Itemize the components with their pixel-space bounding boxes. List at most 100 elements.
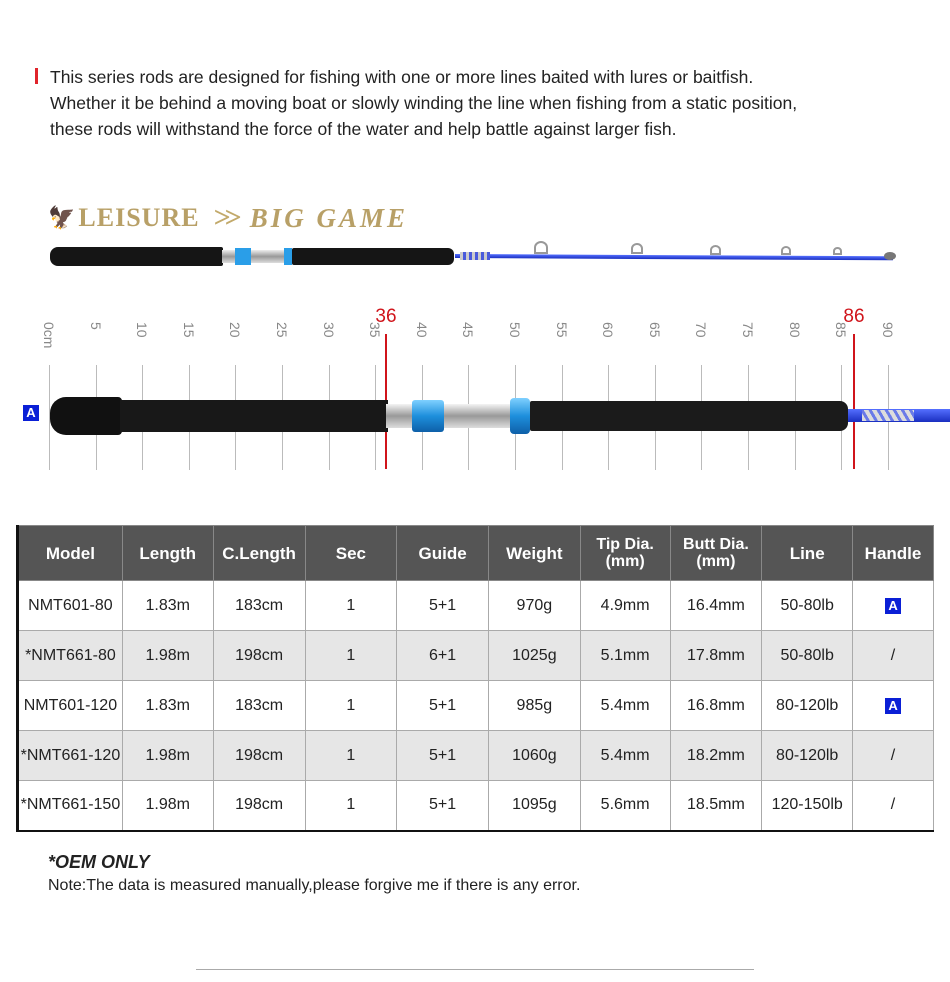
table-cell: 4.9mm (579, 580, 671, 631)
table-cell: 970g (487, 580, 581, 631)
table-cell: / (852, 780, 934, 831)
ruler-tick-label: 0cm (41, 322, 57, 349)
table-cell: 5.4mm (579, 730, 671, 781)
table-cell: 1 (304, 680, 398, 731)
table-cell: 5.4mm (579, 680, 671, 731)
table-cell: 120-150lb (761, 780, 854, 831)
table-row: *NMT661-80 1.98m 198cm 1 6+1 1025g 5.1mm 17.8mm… (17, 630, 934, 681)
ruler-tick-label: 25 (274, 322, 290, 338)
oem-only-label: *OEM ONLY (48, 852, 150, 872)
handle-type-badge: A (885, 697, 902, 714)
column-header: Butt Dia. (mm) (669, 525, 763, 581)
table-cell: 1 (304, 580, 398, 631)
table-cell: 1.98m (121, 780, 214, 831)
spec-table: Model Length C.Length Sec Guide Weight Tip Dia… (16, 525, 934, 832)
table-cell: 1.83m (121, 680, 214, 731)
table-cell: 18.2mm (669, 730, 763, 781)
table-cell: 16.4mm (669, 580, 763, 631)
handle-type-badge: A (23, 405, 39, 421)
double-chevron-icon: >> (213, 201, 242, 234)
ruler-tick-label: 20 (227, 322, 244, 338)
table-cell: 5+1 (396, 730, 489, 781)
ruler-tick-label: 40 (413, 322, 430, 338)
ruler-tick-label: 45 (460, 322, 477, 338)
table-cell: 5+1 (396, 780, 489, 831)
ruler-tick-label: 30 (320, 322, 337, 338)
table-cell: NMT601-80 (17, 580, 123, 631)
table-cell: 1.83m (121, 580, 214, 631)
table-cell: 1025g (487, 630, 581, 681)
red-accent-bar (35, 68, 38, 84)
table-cell: *NMT661-150 (17, 780, 123, 831)
ruler-tick-label: 10 (134, 322, 151, 338)
table-cell: 50-80lb (761, 580, 854, 631)
mark-line-86 (853, 334, 855, 469)
ruler-tick-label: 65 (646, 322, 663, 338)
table-cell: 5+1 (396, 580, 489, 631)
table-cell: 985g (487, 680, 581, 731)
table-row: *NMT661-150 1.98m 198cm 1 5+1 1095g 5.6mm 18.5m… (17, 780, 934, 831)
table-cell: / (852, 630, 934, 681)
table-row: NMT601-80 1.83m 183cm 1 5+1 970g 4.9mm 16.4mm 50… (17, 580, 934, 631)
table-cell: 50-80lb (761, 630, 854, 681)
table-cell: 17.8mm (669, 630, 763, 681)
column-header: Line (761, 525, 854, 581)
mark-label-86: 86 (843, 306, 865, 327)
table-cell: 5.1mm (579, 630, 671, 681)
ruler-tick-label: 80 (786, 322, 803, 338)
column-header: Guide (396, 525, 489, 581)
table-row: *NMT661-120 1.98m 198cm 1 5+1 1060g 5.4mm 18.2m… (17, 730, 934, 781)
ruler-tick-label: 70 (693, 322, 710, 338)
table-row: NMT601-120 1.83m 183cm 1 5+1 985g 5.4mm 16.8mm 8… (17, 680, 934, 731)
ruler-tick-label: 5 (87, 322, 104, 330)
column-header: Handle (852, 525, 934, 581)
ruler-tick-label: 60 (600, 322, 617, 338)
handle-type-badge: A (885, 597, 902, 614)
table-cell: A (852, 580, 934, 631)
intro-text: This series rods are designed for fishin… (50, 64, 797, 142)
table-cell: 16.8mm (669, 680, 763, 731)
table-cell: 18.5mm (669, 780, 763, 831)
table-cell: NMT601-120 (17, 680, 123, 731)
table-cell: 1 (304, 630, 398, 681)
table-cell: 6+1 (396, 630, 489, 681)
table-cell: 1095g (487, 780, 581, 831)
divider (196, 969, 754, 970)
mark-label-36: 36 (375, 306, 397, 327)
table-cell: 80-120lb (761, 680, 854, 731)
logo-series: BIG GAME (249, 202, 409, 233)
leisure-big-game-logo: 🦅 LEISURE >> BIG GAME (48, 198, 408, 238)
column-header: C.Length (212, 525, 306, 581)
table-cell: 198cm (212, 630, 306, 681)
table-cell: 1.98m (121, 730, 214, 781)
table-cell: 80-120lb (761, 730, 854, 781)
table-cell: 5+1 (396, 680, 489, 731)
table-cell: 183cm (212, 680, 306, 731)
ruler-tick-label: 75 (740, 322, 756, 338)
column-header: Model (17, 525, 123, 581)
intro-line: these rods will withstand the force of t… (50, 119, 677, 139)
table-cell: 1 (304, 780, 398, 831)
ruler-tick (49, 365, 50, 470)
table-cell: *NMT661-80 (17, 630, 123, 681)
table-cell: 1 (304, 730, 398, 781)
logo-brand: LEISURE (78, 203, 200, 232)
column-header: Sec (304, 525, 398, 581)
column-header: Length (121, 525, 214, 581)
table-cell: 198cm (212, 730, 306, 781)
table-cell: / (852, 730, 934, 781)
table-cell: 183cm (212, 580, 306, 631)
table-cell: 1060g (487, 730, 581, 781)
ruler-tick-label: 50 (507, 322, 523, 338)
table-cell: 198cm (212, 780, 306, 831)
intro-line: Whether it be behind a moving boat or sl… (50, 93, 798, 113)
table-cell: 1.98m (121, 630, 214, 681)
table-cell: A (852, 680, 934, 731)
table-cell: 5.6mm (579, 780, 671, 831)
eagle-icon: 🦅 (48, 205, 77, 230)
ruler-tick-label: 15 (180, 322, 197, 338)
column-header: Tip Dia. (mm) (579, 525, 671, 581)
ruler-tick-label: 55 (553, 322, 570, 338)
measurement-note: Note:The data is measured manually,pleas… (48, 877, 581, 894)
table-cell: *NMT661-120 (17, 730, 123, 781)
